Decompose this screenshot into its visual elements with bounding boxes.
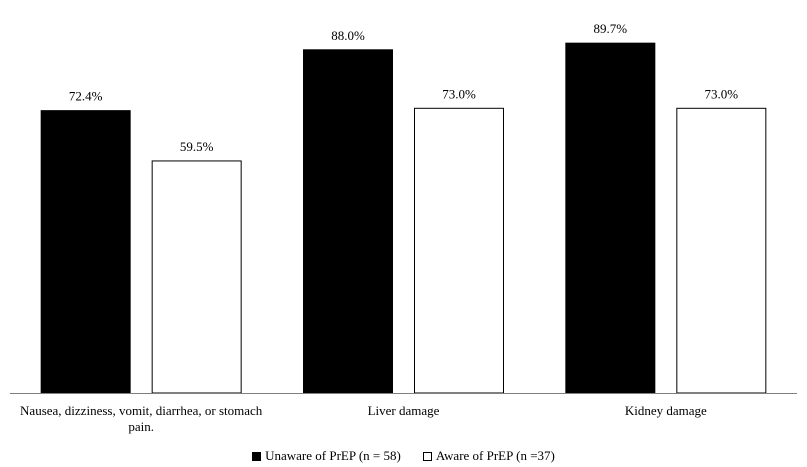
category-labels-layer: Nausea, dizziness, vomit, diarrhea, or s… bbox=[20, 403, 707, 434]
bar-chart: 72.4% 59.5% 88.0% 73.0% 89.7% 73.0% Nausea, d… bbox=[10, 21, 797, 434]
bar-s0-c0 bbox=[40, 110, 131, 394]
bar-s0-c1 bbox=[303, 49, 393, 394]
legend-item-aware: Aware of PrEP (n =37) bbox=[422, 448, 555, 464]
bar-s1-c0 bbox=[151, 160, 242, 394]
legend-swatch-aware bbox=[422, 451, 432, 461]
legend-label-aware: Aware of PrEP (n =37) bbox=[435, 448, 555, 463]
bars-layer bbox=[40, 42, 767, 394]
category-label-1: Liver damage bbox=[368, 403, 440, 418]
category-label-line: Nausea, dizziness, vomit, diarrhea, or s… bbox=[20, 403, 263, 418]
bar-s0-c2 bbox=[565, 42, 656, 394]
data-label-s0-c2: 89.7% bbox=[594, 21, 628, 36]
legend-label-unaware: Unaware of PrEP (n = 58) bbox=[265, 448, 401, 463]
data-label-s1-c1: 73.0% bbox=[442, 86, 476, 101]
category-label-2: Kidney damage bbox=[625, 403, 707, 418]
data-label-s0-c0: 72.4% bbox=[69, 89, 103, 104]
category-label-0: Nausea, dizziness, vomit, diarrhea, or s… bbox=[20, 403, 263, 434]
legend-swatch-unaware bbox=[252, 451, 262, 461]
legend: Unaware of PrEP (n = 58) Aware of PrEP (… bbox=[0, 448, 807, 464]
data-labels-layer: 72.4% 59.5% 88.0% 73.0% 89.7% 73.0% bbox=[69, 21, 738, 154]
data-label-s0-c1: 88.0% bbox=[331, 28, 365, 43]
data-label-s1-c0: 59.5% bbox=[180, 139, 214, 154]
category-label-line: Kidney damage bbox=[625, 403, 707, 418]
legend-item-unaware: Unaware of PrEP (n = 58) bbox=[252, 448, 401, 464]
bar-s1-c1 bbox=[414, 107, 504, 394]
data-label-s1-c2: 73.0% bbox=[705, 86, 739, 101]
category-label-line: Liver damage bbox=[368, 403, 440, 418]
bar-s1-c2 bbox=[676, 107, 767, 394]
category-label-line: pain. bbox=[128, 419, 154, 434]
